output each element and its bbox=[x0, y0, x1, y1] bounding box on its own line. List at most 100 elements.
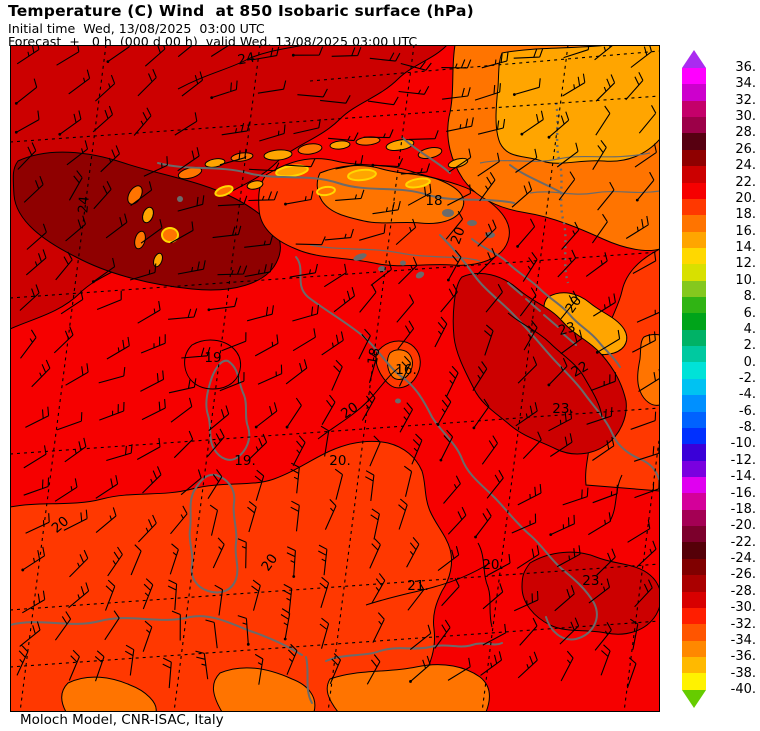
colorbar-tick: -22. bbox=[730, 534, 756, 550]
colorbar-segment bbox=[682, 182, 706, 199]
colorbar-segment bbox=[682, 68, 706, 85]
colorbar-segment bbox=[682, 575, 706, 592]
colorbar-tick: 34. bbox=[735, 76, 756, 92]
colorbar-segment bbox=[682, 395, 706, 412]
colorbar-tick: 20. bbox=[735, 190, 756, 206]
colorbar-segment bbox=[682, 673, 706, 690]
colorbar-segment bbox=[682, 313, 706, 330]
contour-label: 22 bbox=[569, 358, 592, 380]
contour-label: 24 bbox=[75, 195, 92, 214]
colorbar-tick: -16. bbox=[730, 485, 756, 501]
colorbar-tick: -40. bbox=[730, 682, 756, 697]
colorbar-segment bbox=[682, 149, 706, 167]
colorbar-arrow-up bbox=[682, 50, 706, 68]
contour-label: 21. bbox=[407, 578, 428, 594]
colorbar-tick: 16. bbox=[735, 223, 756, 239]
colorbar-tick: 4. bbox=[743, 321, 756, 337]
colorbar-tick: 18. bbox=[735, 207, 756, 223]
colorbar-segment bbox=[682, 558, 706, 576]
colorbar-tick: 2. bbox=[743, 338, 756, 354]
contour-label: 20. bbox=[329, 453, 350, 469]
alpine-pocket bbox=[204, 158, 226, 168]
alpine-pocket bbox=[297, 143, 323, 155]
colorbar-segment bbox=[682, 476, 706, 494]
colorbar-segment bbox=[682, 509, 706, 527]
colorbar-tick: 36. bbox=[735, 60, 756, 75]
contour-label: 23. bbox=[582, 573, 603, 589]
colorbar-tick: -8. bbox=[738, 420, 756, 436]
colorbar-segment bbox=[682, 624, 706, 641]
colorbar-tick: 8. bbox=[743, 289, 756, 305]
colorbar-segment bbox=[682, 542, 706, 559]
alpine-cold-pockets bbox=[127, 136, 469, 268]
colorbar-tick: 24. bbox=[735, 158, 756, 174]
alpine-pocket bbox=[214, 185, 234, 197]
alpine-pocket bbox=[347, 168, 377, 182]
colorbar-tick: -36. bbox=[730, 649, 756, 665]
colorbar-tick: -18. bbox=[730, 501, 756, 517]
model-credit: Moloch Model, CNR-ISAC, Italy bbox=[20, 712, 224, 728]
colorbar-segment bbox=[682, 215, 706, 232]
contour-label: 18 bbox=[425, 193, 442, 209]
colorbar-tick: 14. bbox=[735, 240, 756, 256]
colorbar-segment bbox=[682, 378, 706, 396]
alpine-pocket bbox=[142, 206, 154, 224]
contour-label: 20 bbox=[448, 225, 469, 247]
colorbar-tick: 0. bbox=[743, 354, 756, 370]
alpine-pocket bbox=[405, 177, 431, 189]
contour-label: 18 bbox=[365, 346, 384, 366]
alpine-pocket bbox=[329, 140, 351, 150]
contour-label: 16. bbox=[395, 362, 416, 378]
alpine-pocket bbox=[263, 149, 293, 161]
colorbar-segment bbox=[682, 329, 706, 347]
colorbar-segment bbox=[682, 591, 706, 608]
colorbar-tick: 30. bbox=[735, 109, 756, 125]
colorbar-segment bbox=[682, 346, 706, 363]
wind-barbs bbox=[14, 45, 660, 689]
colorbar-tick: 10. bbox=[735, 272, 756, 288]
contour-label: 19 bbox=[204, 350, 221, 366]
colorbar-segment bbox=[682, 444, 706, 461]
colorbar-tick: -30. bbox=[730, 600, 756, 616]
initial-time-line: Initial time Wed, 13/08/2025 03:00 UTC bbox=[8, 21, 265, 36]
colorbar-tick: -38. bbox=[730, 665, 756, 681]
colorbar-segment bbox=[682, 607, 706, 625]
colorbar-bar bbox=[682, 68, 706, 690]
colorbar-tick: -12. bbox=[730, 452, 756, 468]
colorbar-segment bbox=[682, 493, 706, 510]
colorbar-segment bbox=[682, 247, 706, 265]
colorbar-tick: -34. bbox=[730, 632, 756, 648]
colorbar-segment bbox=[682, 117, 706, 134]
alpine-pocket bbox=[246, 180, 264, 190]
colorbar-tick: 32. bbox=[735, 92, 756, 108]
alpine-pocket bbox=[134, 230, 146, 250]
colorbar: 36. 34. 32. 30. 28. 26. 24. 22. 20. 18. 16. 14. 12. 1… bbox=[682, 50, 760, 710]
page-title: Temperature (C) Wind at 850 Isobaric sur… bbox=[8, 2, 474, 20]
colorbar-tick: -4. bbox=[738, 387, 756, 403]
graticule bbox=[10, 45, 660, 712]
colorbar-tick: -20. bbox=[730, 518, 756, 534]
colorbar-segment bbox=[682, 198, 706, 216]
alpine-pocket bbox=[161, 227, 179, 243]
colorbar-tick: 28. bbox=[735, 125, 756, 141]
colorbar-tick: -14. bbox=[730, 469, 756, 485]
colorbar-tick: -28. bbox=[730, 583, 756, 599]
colorbar-segment bbox=[682, 166, 706, 183]
colorbar-tick: 12. bbox=[735, 256, 756, 272]
colorbar-segment bbox=[682, 460, 706, 477]
map-border bbox=[10, 45, 660, 712]
colorbar-tick: 26. bbox=[735, 141, 756, 157]
colorbar-segment bbox=[682, 656, 706, 674]
rivers bbox=[309, 102, 660, 284]
alpine-pocket bbox=[447, 157, 469, 169]
weather-map: 24 24 18 20 19 18 16. 20 19. 20. 20 23 22 23. 20 20 20. 2… bbox=[10, 45, 660, 712]
colorbar-tick: -2. bbox=[738, 371, 756, 386]
colorbar-segment bbox=[682, 526, 706, 543]
colorbar-segment bbox=[682, 280, 706, 298]
contour-label: 20. bbox=[482, 557, 503, 573]
alpine-pocket bbox=[275, 164, 309, 178]
contour-label: 24 bbox=[236, 50, 256, 69]
colorbar-segment bbox=[682, 264, 706, 281]
colorbar-tick: -10. bbox=[730, 436, 756, 452]
